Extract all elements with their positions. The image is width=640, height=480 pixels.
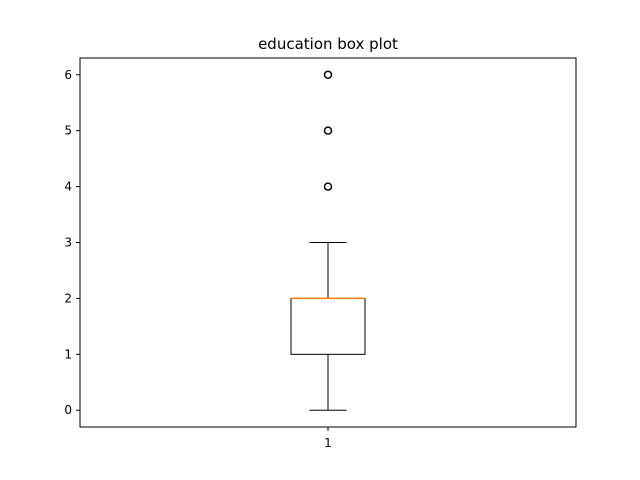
y-tick-label: 1 — [64, 347, 72, 361]
y-tick-label: 2 — [64, 291, 72, 305]
y-tick-label: 4 — [64, 180, 72, 194]
y-tick-label: 5 — [64, 124, 72, 138]
y-tick-label: 0 — [64, 403, 72, 417]
x-tick-label: 1 — [324, 436, 332, 450]
y-tick-label: 3 — [64, 236, 72, 250]
y-tick-label: 6 — [64, 68, 72, 82]
axes-frame — [79, 57, 577, 428]
chart-title: education box plot — [258, 35, 398, 53]
outlier-point — [323, 126, 333, 135]
plot-area: 0 1 2 3 4 5 6 1 — [64, 68, 366, 450]
outlier-point — [323, 182, 333, 191]
outlier-point — [323, 70, 333, 80]
